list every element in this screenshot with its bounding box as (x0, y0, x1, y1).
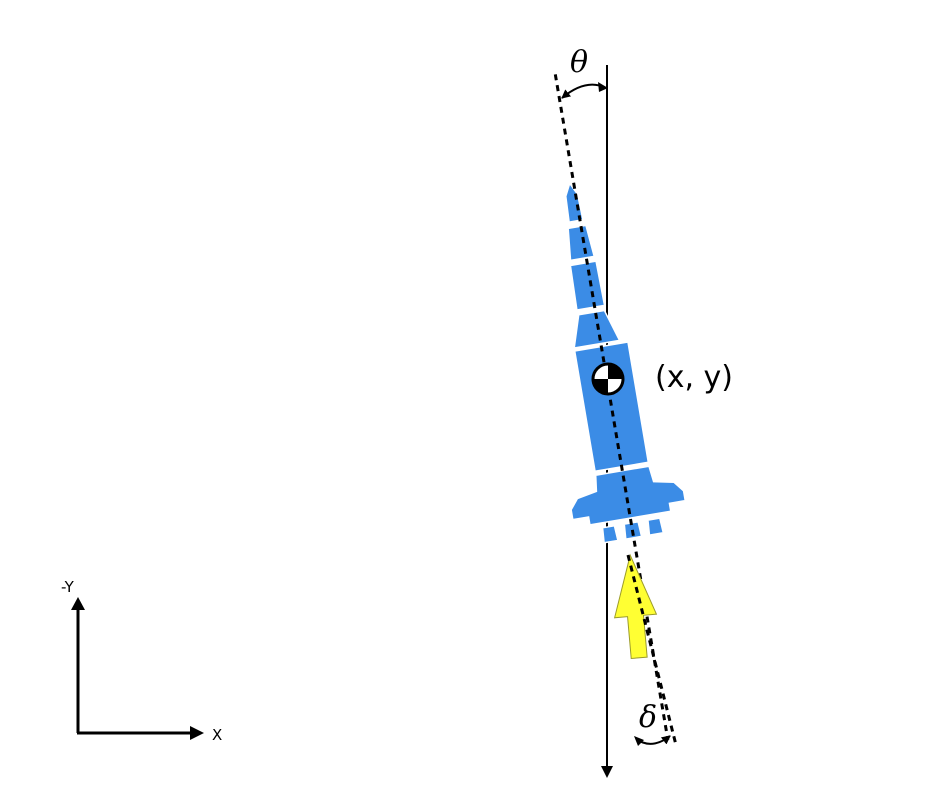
rocket-segment-3 (573, 309, 621, 349)
rocket-nose (565, 181, 584, 223)
x-axis-arrow-head (190, 726, 204, 740)
x-axis-label: X (212, 726, 222, 744)
center-of-mass-icon (591, 362, 625, 396)
rocket-first-stage (570, 465, 687, 526)
rocket-main-body (573, 341, 650, 473)
rocket-axis-line (553, 74, 670, 741)
delta-label: δ (639, 700, 657, 735)
position-label: (x, y) (655, 360, 733, 395)
rocket (553, 74, 687, 741)
theta-arc-start-head (598, 82, 608, 92)
rocket-segment-1 (567, 224, 596, 262)
gravity-arrow-head (601, 766, 613, 778)
coordinate-axes: -Y X (61, 578, 222, 744)
engine-nozzle-right (647, 517, 665, 536)
engine-nozzle-left (601, 524, 619, 544)
y-axis-label: -Y (61, 578, 75, 596)
y-axis-arrow-head (71, 597, 85, 610)
theta-label: θ (570, 45, 588, 80)
thrust-arrow (613, 553, 658, 660)
rocket-segment-2 (569, 260, 606, 311)
delta-arc-start-head (634, 736, 644, 746)
